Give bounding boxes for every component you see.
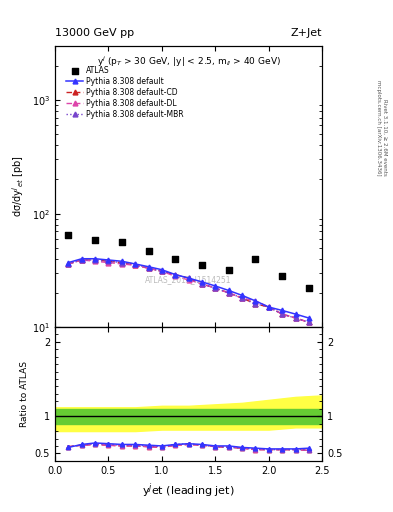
Pythia 8.308 default-MBR [266, 304, 271, 310]
Pythia 8.308 default-CD [253, 301, 258, 307]
Pythia 8.308 default-CD [66, 261, 71, 267]
Pythia 8.308 default-MBR [66, 261, 71, 267]
Pythia 8.308 default-MBR [186, 275, 191, 281]
Y-axis label: dσ/dy$^j$$_{et}$ [pb]: dσ/dy$^j$$_{et}$ [pb] [11, 156, 26, 217]
Pythia 8.308 default [93, 255, 97, 262]
Pythia 8.308 default-DL [146, 265, 151, 271]
Pythia 8.308 default-CD [213, 285, 218, 291]
ATLAS [199, 261, 205, 269]
Pythia 8.308 default-MBR [146, 265, 151, 271]
Pythia 8.308 default-CD [266, 304, 271, 310]
ATLAS [306, 284, 312, 292]
Pythia 8.308 default-DL [119, 261, 124, 267]
Pythia 8.308 default [280, 307, 285, 313]
Pythia 8.308 default [66, 260, 71, 266]
Pythia 8.308 default-CD [186, 275, 191, 281]
Pythia 8.308 default-CD [280, 311, 285, 317]
Line: Pythia 8.308 default-CD: Pythia 8.308 default-CD [66, 258, 311, 325]
ATLAS [145, 247, 152, 255]
Pythia 8.308 default [266, 304, 271, 310]
ATLAS [252, 254, 259, 263]
Pythia 8.308 default [186, 275, 191, 281]
Pythia 8.308 default-CD [146, 265, 151, 271]
Text: Z+Jet: Z+Jet [291, 28, 322, 38]
Pythia 8.308 default-DL [293, 315, 298, 321]
Line: Pythia 8.308 default-DL: Pythia 8.308 default-DL [66, 258, 311, 325]
Pythia 8.308 default-DL [307, 319, 311, 326]
Legend: ATLAS, Pythia 8.308 default, Pythia 8.308 default-CD, Pythia 8.308 default-DL, P: ATLAS, Pythia 8.308 default, Pythia 8.30… [63, 63, 187, 122]
Pythia 8.308 default [293, 311, 298, 317]
ATLAS [119, 238, 125, 246]
Pythia 8.308 default-MBR [226, 290, 231, 296]
Pythia 8.308 default-DL [66, 261, 71, 267]
Pythia 8.308 default-DL [280, 311, 285, 317]
Pythia 8.308 default-CD [240, 295, 244, 301]
Pythia 8.308 default-MBR [133, 261, 138, 267]
Text: y$^j$ (p$_T$ > 30 GeV, |y| < 2.5, m$_{ll}$ > 40 GeV): y$^j$ (p$_T$ > 30 GeV, |y| < 2.5, m$_{ll… [97, 54, 281, 69]
Pythia 8.308 default-CD [133, 262, 138, 268]
Pythia 8.308 default-DL [173, 273, 178, 280]
Pythia 8.308 default-DL [200, 281, 204, 287]
Pythia 8.308 default-CD [307, 319, 311, 326]
Pythia 8.308 default [133, 261, 138, 267]
Pythia 8.308 default-DL [93, 258, 97, 264]
Pythia 8.308 default-CD [173, 271, 178, 278]
Pythia 8.308 default-MBR [93, 257, 97, 263]
Pythia 8.308 default-DL [133, 262, 138, 268]
Pythia 8.308 default-MBR [307, 319, 311, 326]
Pythia 8.308 default [240, 292, 244, 298]
ATLAS [172, 254, 178, 263]
Pythia 8.308 default-DL [106, 260, 111, 266]
Pythia 8.308 default-MBR [160, 268, 164, 274]
Pythia 8.308 default-MBR [200, 281, 204, 287]
Text: ATLAS_2017_I1514251: ATLAS_2017_I1514251 [145, 275, 232, 284]
Pythia 8.308 default-MBR [106, 258, 111, 264]
Pythia 8.308 default-CD [79, 257, 84, 263]
ATLAS [226, 266, 232, 274]
Pythia 8.308 default-MBR [79, 257, 84, 263]
ATLAS [92, 237, 98, 245]
Pythia 8.308 default [173, 271, 178, 278]
Pythia 8.308 default [79, 255, 84, 262]
Pythia 8.308 default [200, 279, 204, 285]
Pythia 8.308 default-DL [79, 257, 84, 263]
Pythia 8.308 default-DL [266, 304, 271, 310]
Pythia 8.308 default-MBR [173, 271, 178, 278]
Pythia 8.308 default [119, 258, 124, 264]
Pythia 8.308 default [146, 264, 151, 270]
Pythia 8.308 default-CD [93, 257, 97, 263]
Pythia 8.308 default [226, 287, 231, 293]
Pythia 8.308 default [106, 257, 111, 263]
Pythia 8.308 default-DL [160, 268, 164, 274]
Pythia 8.308 default-MBR [253, 301, 258, 307]
Pythia 8.308 default-DL [240, 295, 244, 301]
Pythia 8.308 default-MBR [119, 260, 124, 266]
Pythia 8.308 default-CD [226, 290, 231, 296]
Line: Pythia 8.308 default: Pythia 8.308 default [66, 257, 311, 321]
Pythia 8.308 default [160, 267, 164, 273]
Line: Pythia 8.308 default-MBR: Pythia 8.308 default-MBR [66, 258, 311, 325]
Pythia 8.308 default [213, 283, 218, 289]
Pythia 8.308 default [307, 315, 311, 321]
Pythia 8.308 default [253, 298, 258, 304]
Pythia 8.308 default-CD [106, 258, 111, 264]
Pythia 8.308 default-MBR [280, 311, 285, 317]
ATLAS [65, 231, 72, 239]
Pythia 8.308 default-CD [119, 260, 124, 266]
Pythia 8.308 default-DL [253, 298, 258, 304]
Pythia 8.308 default-DL [186, 277, 191, 283]
X-axis label: y$^j$et (leading jet): y$^j$et (leading jet) [142, 481, 235, 500]
Pythia 8.308 default-CD [200, 281, 204, 287]
Pythia 8.308 default-MBR [240, 295, 244, 301]
Pythia 8.308 default-MBR [293, 315, 298, 321]
Y-axis label: Ratio to ATLAS: Ratio to ATLAS [20, 361, 29, 427]
Text: Rivet 3.1.10, ≥ 2.6M events
mcplots.cern.ch [arXiv:1306.3436]: Rivet 3.1.10, ≥ 2.6M events mcplots.cern… [376, 80, 387, 176]
ATLAS [279, 272, 285, 281]
Pythia 8.308 default-DL [213, 285, 218, 291]
Pythia 8.308 default-MBR [213, 285, 218, 291]
Pythia 8.308 default-CD [293, 315, 298, 321]
Pythia 8.308 default-DL [226, 290, 231, 296]
Pythia 8.308 default-CD [160, 268, 164, 274]
Text: 13000 GeV pp: 13000 GeV pp [55, 28, 134, 38]
